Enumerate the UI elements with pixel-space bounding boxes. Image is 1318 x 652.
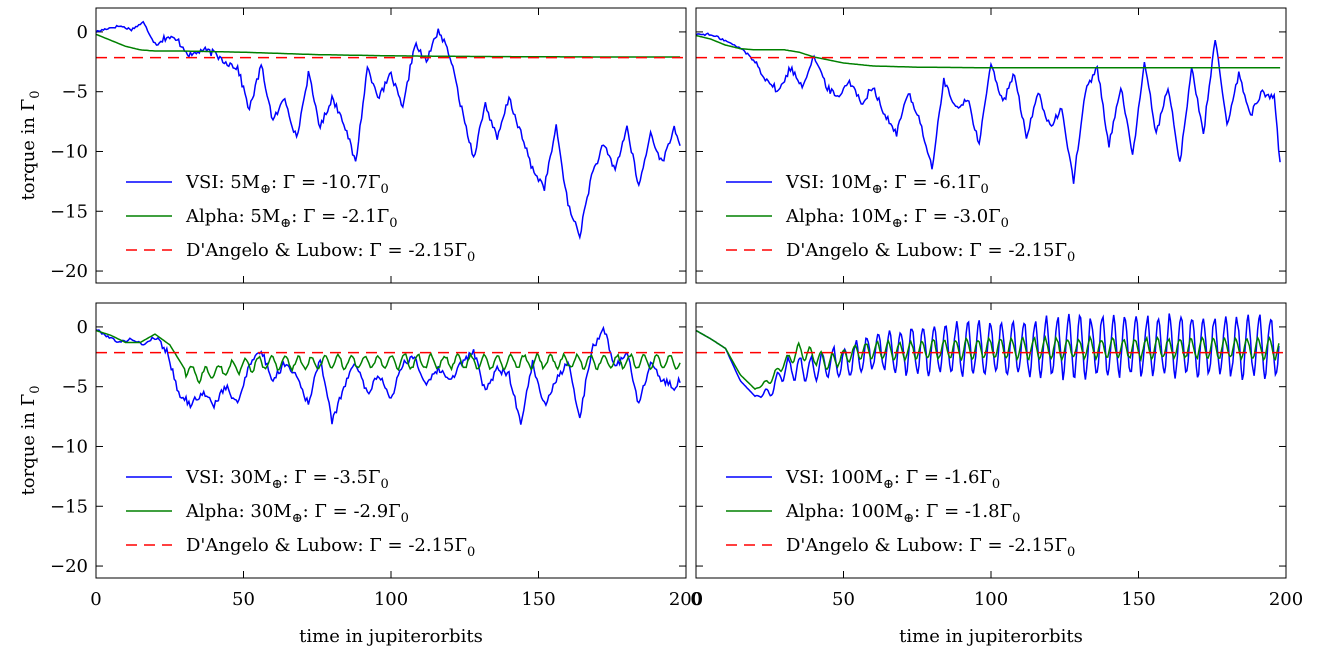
legend-earth-subscript: ⊕	[260, 182, 271, 197]
legend-gamma-subscript: 0	[1012, 511, 1020, 526]
x-tick-label: 100	[974, 589, 1008, 610]
y-tick-label: −15	[50, 201, 88, 222]
y-tick-label: −10	[50, 436, 88, 457]
y-tick-label: 0	[77, 317, 88, 338]
x-axis-label: time in jupiterorbits	[899, 626, 1083, 647]
legend-entry: VSI: 10M⊕: Γ = -6.1Γ0	[785, 172, 989, 197]
legend-entry: Alpha: 30M⊕: Γ = -2.9Γ0	[185, 501, 409, 526]
x-tick-label: 0	[690, 589, 701, 610]
legend-earth-subscript: ⊕	[883, 477, 894, 492]
legend-mid: : Γ = -10.7Γ	[271, 172, 380, 193]
panel-frame	[695, 7, 1287, 284]
legend-gamma-subscript: 0	[380, 182, 388, 197]
legend-earth-subscript: ⊕	[280, 216, 291, 231]
x-tick-label: 50	[232, 589, 255, 610]
series-line-alpha	[96, 329, 681, 385]
legend-gamma-subscript: 0	[401, 511, 409, 526]
chart-panel-top-left: 0 −5 −10 −15 −20 torque in Γ0 VSI: 5M⊕: Γ = -1…	[18, 7, 687, 284]
series-line-osc	[696, 313, 1280, 399]
series-line-vsi	[96, 20, 681, 241]
y-axis-label: torque in Γ0	[18, 385, 43, 495]
x-tick-label: 100	[374, 589, 408, 610]
legend-earth-subscript: ⊕	[903, 511, 914, 526]
x-tick-label: 50	[832, 589, 855, 610]
legend-mid: : Γ = -3.5Γ	[282, 467, 380, 488]
legend-gamma-subscript: 0	[992, 477, 1000, 492]
legend-entry: VSI: 100M⊕: Γ = -1.6Γ0	[785, 467, 1000, 492]
series-line-vsi	[96, 325, 681, 425]
legend-gamma-subscript: 0	[389, 216, 397, 231]
legend-mid: : Γ = -2.9Γ	[303, 501, 401, 522]
series-group	[96, 20, 686, 241]
y-axis-label-subscript: 0	[28, 385, 43, 393]
chart-panel-bottom-right: 0 50 100 150 200 time in jupiterorbits VSI: 10…	[690, 302, 1303, 647]
x-tick-label: 200	[1269, 589, 1303, 610]
legend-mid: : Γ = -6.1Γ	[882, 172, 980, 193]
series-line-osc	[696, 329, 1280, 391]
series-group	[96, 325, 686, 425]
panel-frame	[95, 7, 687, 284]
legend-earth-subscript: ⊕	[292, 511, 303, 526]
y-axis-label-subscript: 0	[28, 90, 43, 98]
y-tick-label: −10	[50, 141, 88, 162]
legend-gamma-subscript: 0	[380, 477, 388, 492]
legend-entry: Alpha: 100M⊕: Γ = -1.8Γ0	[785, 501, 1020, 526]
series-line-alpha	[96, 33, 681, 58]
y-tick-label: −20	[50, 261, 88, 282]
y-axis-label: torque in Γ0	[18, 90, 43, 200]
legend-gamma-subscript: 0	[1067, 545, 1075, 560]
legend-gamma-subscript: 0	[1067, 250, 1075, 265]
legend-entry: Alpha: 5M⊕: Γ = -2.1Γ0	[185, 206, 397, 231]
legend-mid: : Γ = -1.6Γ	[894, 467, 992, 488]
legend-gamma-subscript: 0	[467, 250, 475, 265]
x-tick-label: 200	[669, 589, 703, 610]
series-group	[696, 313, 1286, 399]
series-line-alpha	[696, 34, 1281, 69]
legend-entry: VSI: 5M⊕: Γ = -10.7Γ0	[185, 172, 389, 197]
legend-earth-subscript: ⊕	[272, 477, 283, 492]
legend-gamma-subscript: 0	[1001, 216, 1009, 231]
legend-entry: VSI: 30M⊕: Γ = -3.5Γ0	[185, 467, 389, 492]
y-tick-label: −5	[61, 377, 88, 398]
legend-earth-subscript: ⊕	[892, 216, 903, 231]
y-tick-label: 0	[77, 22, 88, 43]
x-tick-label: 150	[521, 589, 555, 610]
legend-mid: : Γ = -3.0Γ	[903, 206, 1001, 227]
series-group	[696, 32, 1286, 184]
legend-gamma-subscript: 0	[467, 545, 475, 560]
legend-mid: : Γ = -2.1Γ	[291, 206, 389, 227]
y-tick-label: −5	[61, 82, 88, 103]
legend-entry: Alpha: 10M⊕: Γ = -3.0Γ0	[785, 206, 1009, 231]
y-tick-label: −15	[50, 496, 88, 517]
x-tick-label: 150	[1121, 589, 1155, 610]
legend-earth-subscript: ⊕	[872, 182, 883, 197]
series-line-vsi	[696, 32, 1281, 184]
legend-mid: : Γ = -1.8Γ	[914, 501, 1012, 522]
panel-frame	[695, 302, 1287, 579]
x-tick-label: 0	[90, 589, 101, 610]
panel-frame	[95, 302, 687, 579]
legend-entry: D'Angelo & Lubow: Γ = -2.15Γ0	[186, 535, 475, 560]
legend-entry: D'Angelo & Lubow: Γ = -2.15Γ0	[786, 240, 1075, 265]
legend-gamma-subscript: 0	[980, 182, 988, 197]
y-tick-label: −20	[50, 556, 88, 577]
chart-panel-top-right: VSI: 10M⊕: Γ = -6.1Γ0 Alpha: 10M⊕: Γ = -3…	[695, 7, 1287, 284]
x-axis-label: time in jupiterorbits	[299, 626, 483, 647]
legend-entry: D'Angelo & Lubow: Γ = -2.15Γ0	[186, 240, 475, 265]
legend-entry: D'Angelo & Lubow: Γ = -2.15Γ0	[786, 535, 1075, 560]
